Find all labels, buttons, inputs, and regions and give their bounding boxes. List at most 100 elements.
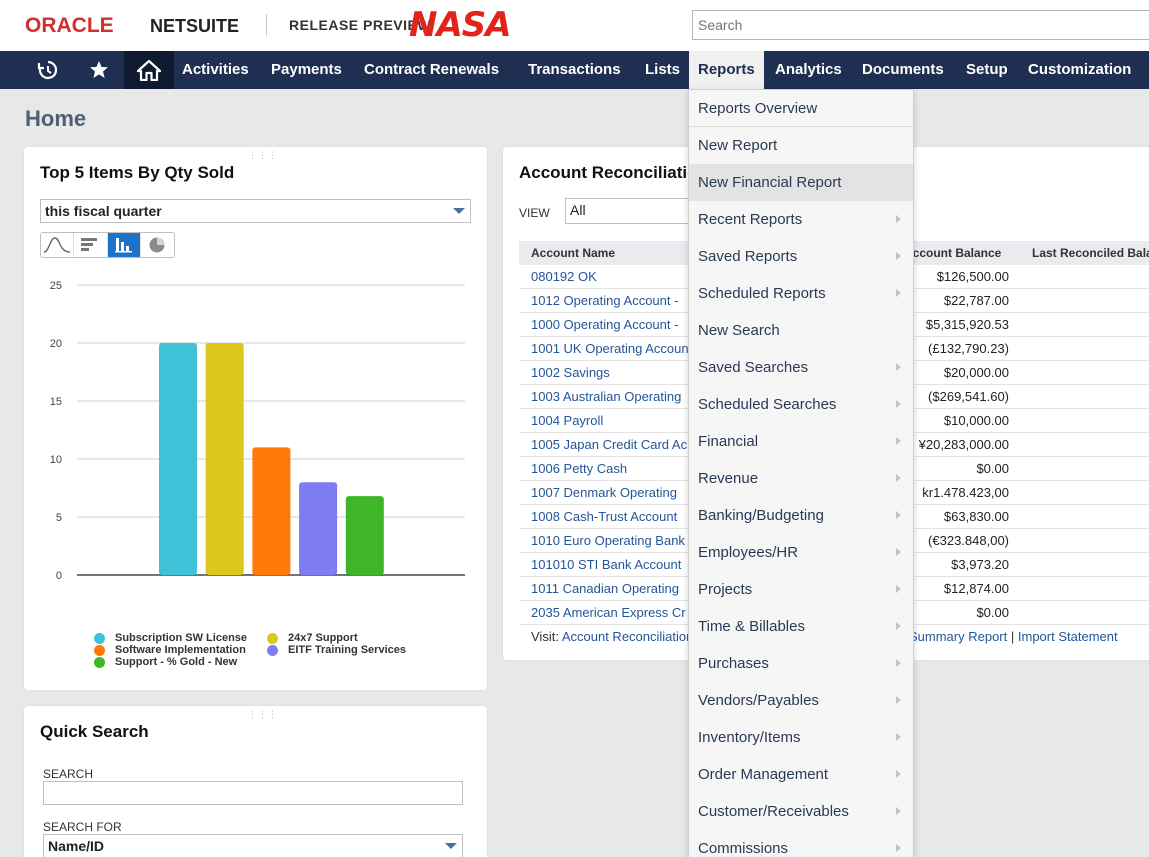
- menu-item-new-search[interactable]: New Search: [689, 312, 913, 349]
- menu-item-time-billables[interactable]: Time & Billables: [689, 608, 913, 645]
- quick-search-input[interactable]: [43, 781, 463, 805]
- drag-handle-icon[interactable]: ⋮⋮⋮: [248, 709, 278, 719]
- account-name-link[interactable]: 2035 American Express Cr: [531, 605, 686, 620]
- account-balance: $12,874.00: [943, 581, 1009, 596]
- chevron-right-icon: [896, 807, 901, 815]
- menu-item-reports-overview[interactable]: Reports Overview: [689, 90, 913, 127]
- home-icon[interactable]: [124, 51, 174, 89]
- oracle-logo[interactable]: ORACLE: [25, 14, 114, 37]
- chevron-right-icon: [896, 733, 901, 741]
- account-name-link[interactable]: 1007 Denmark Operating: [531, 485, 677, 500]
- column-header-account-balance[interactable]: Account Balance: [904, 246, 1002, 260]
- chevron-right-icon: [896, 252, 901, 260]
- menu-item-new-report[interactable]: New Report: [689, 127, 913, 164]
- legend-label: Software Implementation: [115, 644, 246, 656]
- menu-item-label: Revenue: [698, 470, 759, 487]
- search-for-select[interactable]: Name/ID: [43, 834, 463, 857]
- chevron-right-icon: [896, 400, 901, 408]
- menu-item-banking-budgeting[interactable]: Banking/Budgeting: [689, 497, 913, 534]
- account-name-link[interactable]: 1000 Operating Account -: [531, 317, 679, 332]
- netsuite-logo[interactable]: NETSUITE: [150, 16, 240, 36]
- account-name-link[interactable]: 101010 STI Bank Account: [531, 557, 682, 572]
- bar-chart-button[interactable]: [107, 233, 141, 257]
- menu-item-scheduled-reports[interactable]: Scheduled Reports: [689, 275, 913, 312]
- account-name-link[interactable]: 1003 Australian Operating: [531, 389, 682, 404]
- menu-item-label: Employees/HR: [698, 544, 799, 561]
- account-name-link[interactable]: 1004 Payroll: [531, 413, 604, 428]
- app-header: ORACLE NETSUITE RELEASE PREVIEW NASA: [0, 0, 1149, 51]
- bar-support-gold-new[interactable]: [345, 496, 384, 575]
- menu-item-employees-hr[interactable]: Employees/HR: [689, 534, 913, 571]
- nav-customization[interactable]: Customization: [1028, 61, 1132, 78]
- menu-item-inventory-items[interactable]: Inventory/Items: [689, 719, 913, 756]
- nav-contract-renewals[interactable]: Contract Renewals: [364, 61, 500, 78]
- nav-transactions[interactable]: Transactions: [528, 61, 621, 78]
- chevron-down-icon: [453, 208, 465, 214]
- account-name-link[interactable]: 1005 Japan Credit Card Ac: [531, 437, 688, 452]
- nav-documents[interactable]: Documents: [862, 61, 944, 78]
- column-header-account-name[interactable]: Account Name: [531, 246, 616, 260]
- account-name-link[interactable]: 1002 Savings: [531, 365, 610, 380]
- account-reconciliation-link[interactable]: Account Reconciliation: [561, 629, 694, 644]
- menu-item-saved-reports[interactable]: Saved Reports: [689, 238, 913, 275]
- account-balance: ¥20,283,000.00: [918, 437, 1009, 452]
- account-name-link[interactable]: 1008 Cash-Trust Account: [531, 509, 678, 524]
- drag-handle-icon[interactable]: ⋮⋮⋮: [248, 150, 278, 160]
- import-statement-link[interactable]: Import Statement: [1017, 629, 1118, 644]
- menu-item-order-management[interactable]: Order Management: [689, 756, 913, 793]
- menu-item-financial[interactable]: Financial: [689, 423, 913, 460]
- line-chart-button[interactable]: [41, 233, 75, 257]
- nav-reports[interactable]: Reports: [689, 51, 764, 89]
- nav-lists[interactable]: Lists: [645, 61, 681, 78]
- nav-setup[interactable]: Setup: [966, 61, 1008, 78]
- menu-item-vendors-payables[interactable]: Vendors/Payables: [689, 682, 913, 719]
- main-nav: Activities Payments Contract Renewals Tr…: [0, 51, 1149, 89]
- global-search-input[interactable]: [692, 10, 1149, 40]
- menu-item-saved-searches[interactable]: Saved Searches: [689, 349, 913, 386]
- recent-records-icon[interactable]: [28, 51, 68, 89]
- account-name-link[interactable]: 1012 Operating Account -: [531, 293, 679, 308]
- legend-swatch: [94, 632, 105, 644]
- summary-report-link[interactable]: Summary Report: [909, 629, 1008, 644]
- menu-item-purchases[interactable]: Purchases: [689, 645, 913, 682]
- menu-item-customer-receivables[interactable]: Customer/Receivables: [689, 793, 913, 830]
- chevron-right-icon: [896, 548, 901, 556]
- account-balance: ($269,541.60): [928, 389, 1009, 404]
- menu-item-label: New Search: [698, 322, 780, 339]
- account-name-link[interactable]: 1001 UK Operating Account: [531, 341, 693, 356]
- nav-analytics[interactable]: Analytics: [775, 61, 842, 78]
- menu-item-scheduled-searches[interactable]: Scheduled Searches: [689, 386, 913, 423]
- horizontal-bar-chart-button[interactable]: [74, 233, 108, 257]
- menu-item-label: Financial: [698, 433, 759, 450]
- menu-item-commissions[interactable]: Commissions: [689, 830, 913, 857]
- account-name-link[interactable]: 1011 Canadian Operating: [531, 581, 679, 596]
- period-select[interactable]: this fiscal quarter: [40, 199, 471, 223]
- star-icon[interactable]: [78, 51, 120, 89]
- quick-search-title: Quick Search: [40, 722, 149, 741]
- legend-swatch: [267, 632, 278, 644]
- y-tick-label: 25: [50, 280, 62, 292]
- page-title: Home: [25, 106, 87, 131]
- bar-subscription-sw-license[interactable]: [159, 343, 197, 575]
- view-select[interactable]: All: [565, 198, 705, 224]
- column-header-last-reconciled[interactable]: Last Reconciled Balance: [1032, 246, 1149, 260]
- account-name-link[interactable]: 1006 Petty Cash: [531, 461, 628, 476]
- account-balance: $63,830.00: [943, 509, 1009, 524]
- pie-chart-button[interactable]: [140, 233, 174, 257]
- menu-item-revenue[interactable]: Revenue: [689, 460, 913, 497]
- bar-24x7-support[interactable]: [205, 343, 244, 575]
- nav-activities[interactable]: Activities: [182, 61, 249, 78]
- menu-item-label: Reports Overview: [698, 100, 818, 117]
- menu-item-recent-reports[interactable]: Recent Reports: [689, 201, 913, 238]
- account-name-link[interactable]: 1010 Euro Operating Bank: [531, 533, 685, 548]
- menu-item-projects[interactable]: Projects: [689, 571, 913, 608]
- menu-item-label: Projects: [698, 581, 753, 598]
- link-separator: |: [1010, 629, 1015, 644]
- chevron-right-icon: [896, 585, 901, 593]
- menu-item-new-financial-report[interactable]: New Financial Report: [689, 164, 913, 201]
- chevron-right-icon: [896, 622, 901, 630]
- bar-eitf-training-services[interactable]: [299, 482, 338, 575]
- bar-software-implementation[interactable]: [252, 447, 291, 575]
- account-name-link[interactable]: 080192 OK: [531, 269, 597, 284]
- nav-payments[interactable]: Payments: [271, 61, 342, 78]
